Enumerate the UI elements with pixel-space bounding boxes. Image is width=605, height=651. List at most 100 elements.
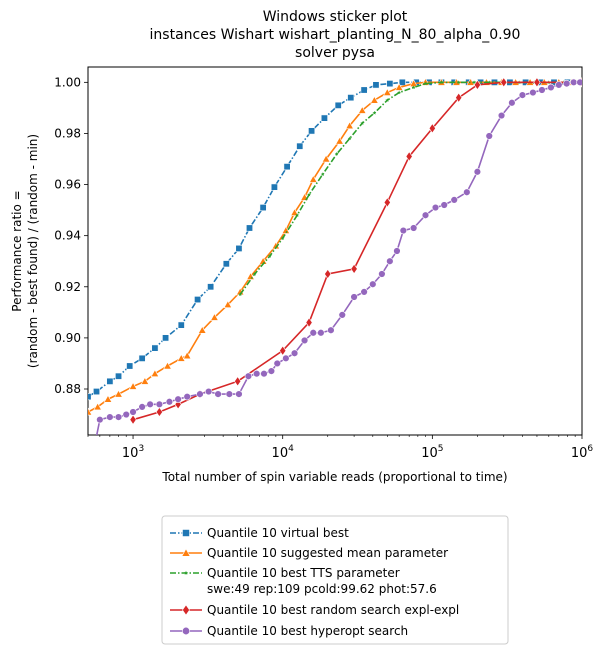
y-axis-label-line-2: (random - best found) / (random - min) [26,134,40,368]
point-triangle [182,351,192,360]
point-square [177,321,185,329]
point-circle [473,168,482,176]
point-circle [508,99,516,107]
point-circle [369,280,377,288]
legend-label: Quantile 10 virtual best [207,526,349,540]
point-square [182,529,190,537]
point-square [235,244,243,252]
point-triangle [197,325,207,334]
point-circle [114,413,123,421]
point-circle [183,392,191,401]
point-triangle [210,313,219,321]
point-triangle [93,402,102,411]
x-tick-label: 103 [122,444,144,461]
point-star [423,81,428,86]
point-circle [196,390,204,398]
legend: Quantile 10 virtual best Quantile 10 sugg… [161,515,509,645]
point-square [372,81,380,89]
point-circle [300,336,309,345]
y-tick-label: 0.88 [54,382,81,396]
y-axis-ticks: 0.88 0.90 0.92 0.94 0.96 0.98 1.00 [54,75,88,396]
point-circle [393,247,401,255]
point-circle [85,449,92,456]
point-square [126,362,134,370]
point-circle [497,111,506,120]
point-star [397,90,402,95]
point-triangle [163,361,172,370]
point-star [385,98,390,102]
point-circle [463,188,471,196]
point-triangle [128,382,138,390]
point-triangle [140,376,150,385]
point-diamond [500,77,508,88]
y-axis-label-line-1: Performance ratio = [10,190,24,311]
point-diamond [324,268,332,280]
point-square [259,204,267,212]
point-triangle [88,407,93,416]
point-circle [562,79,571,88]
point-circle [350,293,358,301]
point-square [207,283,215,291]
legend-label: Quantile 10 best TTS parameter [207,566,400,580]
legend-box [161,515,509,645]
point-circle [338,311,346,319]
chart-title-line-3: solver pysa [295,45,375,61]
point-circle [267,367,276,375]
point-star [295,213,300,217]
point-square [115,372,123,380]
point-circle [214,390,222,398]
point-square [283,163,291,171]
point-circle [518,91,527,99]
point-circle [273,359,281,368]
point-diamond [279,345,287,356]
point-triangle [290,208,299,217]
point-square [194,296,202,304]
point-circle [129,408,137,416]
point-star [267,254,272,258]
point-triangle [394,83,404,91]
point-circle [174,395,182,403]
point-circle [260,369,268,378]
point-star [320,172,325,176]
point-star [372,111,377,115]
point-diamond [405,151,413,162]
legend-label: Quantile 10 best hyperopt search [207,624,408,638]
point-square [398,78,406,86]
point-diamond [455,92,463,103]
point-star [252,272,257,276]
point-triangle [114,389,123,398]
point-circle [106,413,114,421]
point-square [162,334,170,342]
point-square [106,377,114,385]
point-square [151,344,159,352]
point-circle [555,81,563,89]
point-circle [96,415,104,424]
point-star [238,292,243,297]
x-tick-label: 104 [272,444,295,461]
point-circle [244,372,253,380]
point-diamond [533,77,541,88]
y-tick-label: 0.98 [54,126,81,140]
point-square [308,127,316,135]
series-4 [129,77,582,425]
point-circle [431,203,440,212]
point-circle [450,196,458,204]
point-circle [309,329,317,337]
point-diamond [182,604,190,616]
point-star [360,121,365,125]
point-circle [360,288,368,296]
point-star [411,85,416,90]
point-triangle [382,88,392,96]
point-circle [399,226,408,235]
point-triangle [308,175,318,183]
point-circle [91,444,98,451]
point-diamond [428,123,436,134]
point-circle [122,410,130,419]
point-triangle [181,548,191,557]
point-circle [282,354,290,363]
point-star [347,136,352,141]
legend-label: Quantile 10 suggested mean parameter [207,546,448,560]
point-star [439,80,444,84]
point-circle [569,78,578,87]
point-square [138,354,146,362]
